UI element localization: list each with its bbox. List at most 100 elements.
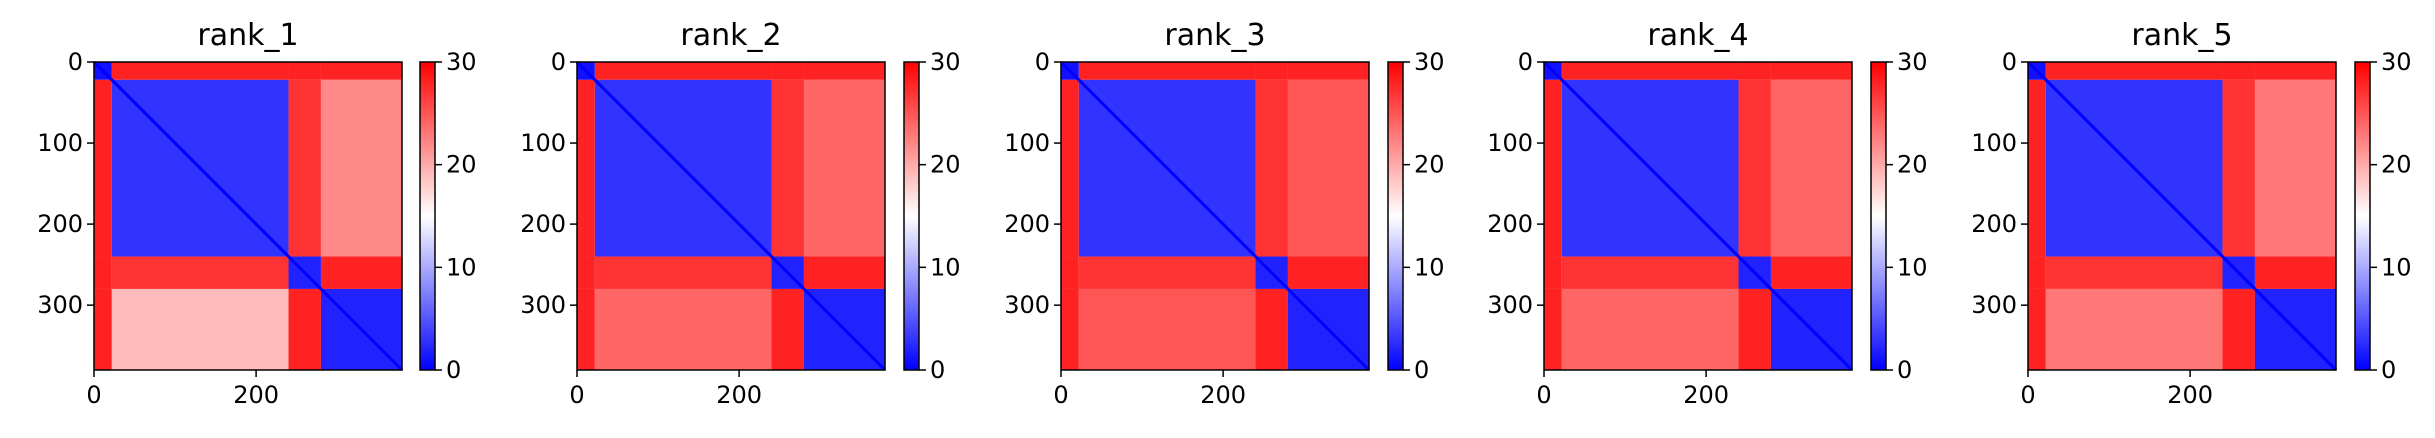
x-tick-label: 0 <box>86 381 101 409</box>
heatmap-block <box>2028 256 2046 289</box>
heatmap-block <box>803 79 885 257</box>
colorbar-tick-label: 10 <box>446 253 477 281</box>
heatmap-axis-ticks: 0 200 0 100 200 300 <box>1971 48 2213 409</box>
y-tick-label: 0 <box>1518 48 1533 76</box>
colorbar <box>2354 61 2371 371</box>
colorbar-ticks: 0 10 20 30 <box>1403 48 1445 384</box>
heatmap-frame <box>1060 61 1370 371</box>
colorbar-tick-label: 30 <box>1897 48 1928 76</box>
x-tick-label: 200 <box>2167 381 2213 409</box>
heatmap-axis-ticks: 0 200 0 100 200 300 <box>1487 48 1729 409</box>
subplot-rank-1: rank_1 0 200 0 100 200 300 0 10 20 30 <box>37 18 476 409</box>
subplot-title: rank_2 <box>680 18 781 53</box>
y-tick-label: 200 <box>520 210 566 238</box>
colorbar-tick-label: 10 <box>930 253 961 281</box>
y-tick-label: 200 <box>1971 210 2017 238</box>
y-tick-label: 100 <box>37 129 83 157</box>
colorbar <box>903 61 920 371</box>
y-tick-label: 300 <box>1971 291 2017 319</box>
heatmap-block <box>1061 288 1079 370</box>
y-tick-label: 100 <box>1487 129 1533 157</box>
heatmap-block <box>1770 62 1852 80</box>
y-tick-label: 200 <box>37 210 83 238</box>
x-tick-label: 200 <box>233 381 279 409</box>
colorbar-tick-label: 10 <box>1414 253 1445 281</box>
heatmap-block <box>288 288 321 370</box>
colorbar-tick-label: 30 <box>1414 48 1445 76</box>
x-tick-label: 0 <box>1053 381 1068 409</box>
heatmap-block <box>1287 79 1369 257</box>
heatmap-diagonal <box>1059 60 1371 372</box>
subplot-rank-5: rank_5 0 200 0 100 200 300 0 10 20 30 <box>1971 18 2411 409</box>
colorbar-tick-label: 0 <box>1414 356 1429 384</box>
colorbar-tick-label: 20 <box>930 151 961 179</box>
colorbar-ticks: 0 10 20 30 <box>919 48 961 384</box>
heatmap-block <box>111 62 289 80</box>
heatmap-block <box>1544 79 1562 257</box>
heatmap-block <box>94 79 112 257</box>
y-tick-label: 100 <box>520 129 566 157</box>
heatmap-axis-ticks: 0 200 0 100 200 300 <box>520 48 762 409</box>
heatmap-block <box>1561 62 1739 80</box>
heatmap-frame <box>1543 61 1853 371</box>
heatmap-block <box>1078 256 1256 289</box>
subplot-title: rank_5 <box>2131 18 2232 53</box>
heatmap-block <box>2045 288 2223 370</box>
heatmap-block <box>771 79 804 257</box>
heatmap-block <box>1738 79 1771 257</box>
heatmap-block <box>803 62 885 80</box>
y-tick-label: 100 <box>1004 129 1050 157</box>
colorbar <box>1387 61 1404 371</box>
colorbar-tick-label: 10 <box>2381 253 2412 281</box>
heatmap-cells <box>2026 60 2338 372</box>
colorbar-tick-label: 0 <box>1897 356 1912 384</box>
y-tick-label: 300 <box>520 291 566 319</box>
heatmap-block <box>1544 288 1562 370</box>
heatmap-block <box>771 288 804 370</box>
heatmap-block <box>771 62 804 80</box>
heatmap-block <box>320 79 402 257</box>
subplot-rank-4: rank_4 0 200 0 100 200 300 0 10 20 30 <box>1487 18 1927 409</box>
y-tick-label: 300 <box>1004 291 1050 319</box>
heatmap-block <box>2254 256 2336 289</box>
x-tick-label: 0 <box>2020 381 2035 409</box>
heatmap-frame <box>93 61 403 371</box>
colorbar <box>419 61 436 371</box>
heatmap-block <box>1287 256 1369 289</box>
colorbar-tick-label: 20 <box>1897 151 1928 179</box>
heatmap-cells <box>1059 60 1371 372</box>
heatmap-block <box>320 62 402 80</box>
x-tick-label: 200 <box>716 381 762 409</box>
colorbar-tick-label: 10 <box>1897 253 1928 281</box>
heatmap-block <box>2028 288 2046 370</box>
heatmap-block <box>2254 79 2336 257</box>
heatmap-block <box>288 79 321 257</box>
heatmap-block <box>320 256 402 289</box>
heatmap-block <box>1544 256 1562 289</box>
colorbar-tick-label: 20 <box>446 151 477 179</box>
heatmap-block <box>94 288 112 370</box>
heatmap-block <box>2045 62 2223 80</box>
colorbar-tick-label: 20 <box>2381 151 2412 179</box>
heatmap-block <box>288 62 321 80</box>
heatmap-block <box>594 288 772 370</box>
heatmap-block <box>94 256 112 289</box>
heatmap-cells <box>575 60 887 372</box>
colorbar-tick-label: 30 <box>930 48 961 76</box>
x-tick-label: 200 <box>1683 381 1729 409</box>
y-tick-label: 0 <box>1035 48 1050 76</box>
heatmap-block <box>577 288 595 370</box>
heatmap-block <box>1561 288 1739 370</box>
heatmap-diagonal <box>2026 60 2338 372</box>
heatmap-block <box>1738 288 1771 370</box>
subplot-title: rank_3 <box>1164 18 1265 53</box>
heatmap-cells <box>1542 60 1854 372</box>
heatmap-frame <box>2027 61 2337 371</box>
heatmap-block <box>2222 79 2255 257</box>
heatmap-block <box>1770 256 1852 289</box>
heatmap-block <box>2028 79 2046 257</box>
y-tick-label: 200 <box>1004 210 1050 238</box>
subplot-title: rank_4 <box>1647 18 1748 53</box>
x-tick-label: 0 <box>1536 381 1551 409</box>
